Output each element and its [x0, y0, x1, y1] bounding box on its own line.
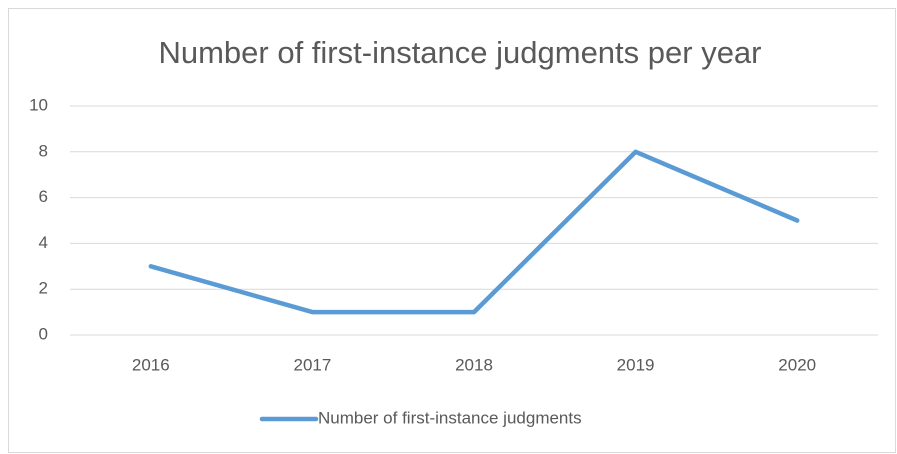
y-tick-label: 2: [39, 279, 48, 298]
y-tick-label: 4: [39, 233, 48, 252]
legend-label: Number of first-instance judgments: [318, 408, 582, 427]
x-tick-label: 2016: [132, 355, 170, 374]
y-tick-label: 8: [39, 141, 48, 160]
x-tick-label: 2020: [778, 355, 816, 374]
chart-border: [8, 8, 896, 453]
y-tick-label: 10: [29, 95, 48, 114]
x-tick-label: 2019: [617, 355, 655, 374]
x-tick-label: 2017: [293, 355, 331, 374]
line-series: [148, 149, 800, 315]
y-tick-label: 0: [39, 324, 48, 343]
y-tick-label: 6: [39, 187, 48, 206]
chart-title: Number of first-instance judgments per y…: [158, 35, 761, 70]
x-tick-label: 2018: [455, 355, 493, 374]
